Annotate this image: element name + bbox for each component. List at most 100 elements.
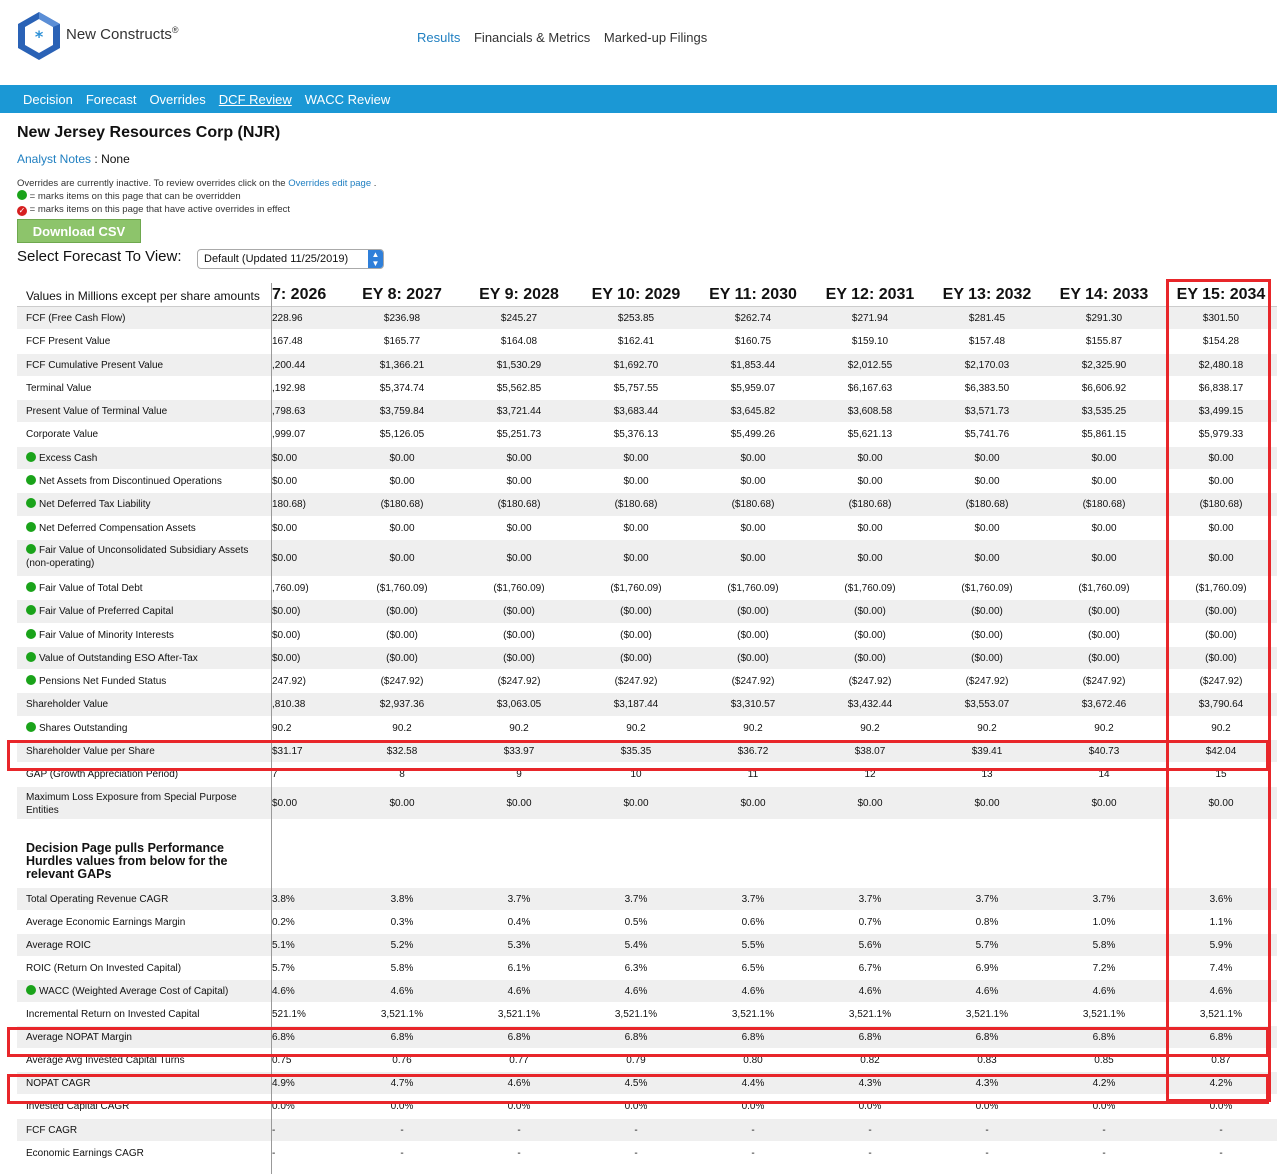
row-label: Net Assets from Discontinued Operations: [26, 475, 266, 488]
analyst-notes-value: None: [101, 152, 130, 166]
table-row: Corporate Value ,999.07 $5,126.05 $5,251.73…: [17, 423, 1277, 447]
cell-value: 0.5%: [624, 916, 648, 928]
table-row: FCF Present Value 167.48 $165.77 $164.08 $16…: [17, 330, 1277, 354]
tab-overrides[interactable]: Overrides: [149, 91, 206, 107]
highlight-ey15-column: [1166, 279, 1271, 1102]
override-dot-icon[interactable]: [26, 628, 36, 639]
cell-value: 6.7%: [858, 962, 882, 974]
table-row: Present Value of Terminal Value ,798.63 $3…: [17, 400, 1277, 424]
cell-value: $2,937.36: [379, 699, 425, 711]
cell-value: $3,535.25: [1081, 406, 1127, 418]
section-title: Decision Page pulls Performance Hurdles …: [26, 840, 228, 881]
overrides-edit-link[interactable]: Overrides edit page: [288, 178, 372, 189]
cell-value: 3,521.1%: [380, 1009, 424, 1021]
cell-value: ($1,760.09): [844, 582, 896, 594]
override-dot-icon[interactable]: [26, 651, 36, 662]
cell-value: $236.98: [383, 313, 421, 324]
cell-value: $164.08: [500, 336, 538, 348]
section-header: Decision Page pulls Performance Hurdles …: [17, 820, 1277, 888]
cell-value: 7: [272, 769, 278, 781]
cell-value: ($1,760.09): [727, 582, 779, 594]
cell-value: $0.00: [389, 452, 415, 464]
tab-forecast[interactable]: Forecast: [85, 91, 137, 107]
nav-marked-up-filings[interactable]: Marked-up Filings: [603, 30, 708, 45]
cell-value: 0.8%: [975, 916, 999, 928]
cell-value: $0.00: [1208, 552, 1234, 564]
table-row: Shareholder Value per Share $31.17 $32.58 $…: [17, 740, 1277, 764]
cell-value: $0.00): [272, 652, 301, 664]
cell-value: 0.82: [860, 1055, 880, 1067]
override-dot-icon[interactable]: [26, 475, 36, 486]
page-title: New Jersey Resources Corp (NJR): [17, 124, 281, 141]
row-label: FCF Cumulative Present Value: [26, 359, 164, 371]
cell-value: 90.2: [743, 722, 763, 734]
override-dot-icon[interactable]: [26, 521, 36, 532]
cell-value: 1.1%: [1209, 916, 1233, 928]
column-header: EY 8: 2027: [362, 286, 442, 303]
override-dot-icon[interactable]: [26, 581, 36, 592]
override-dot-icon[interactable]: [26, 543, 36, 554]
cell-value: $3,645.82: [730, 406, 776, 418]
nav-financials-metrics[interactable]: Financials & Metrics: [473, 30, 591, 45]
cell-value: 0.0%: [272, 1101, 295, 1113]
override-dot-icon[interactable]: [26, 498, 36, 509]
override-dot-icon[interactable]: [26, 985, 36, 996]
row-label: Net Deferred Compensation Assets: [26, 521, 266, 535]
row-label: WACC (Weighted Average Cost of Capital): [26, 985, 266, 998]
row-label: Net Deferred Tax Liability: [26, 498, 266, 511]
cell-value: ($247.92): [848, 676, 892, 688]
cell-value: 90.2: [392, 722, 412, 734]
table-row: Fair Value of Preferred Capital $0.00) ($0…: [17, 600, 1277, 624]
cell-value: 13: [981, 769, 993, 781]
cell-value: 0.0%: [390, 1101, 414, 1113]
download-csv-button[interactable]: Download CSV: [17, 219, 141, 243]
svg-text:*: *: [35, 27, 44, 46]
cell-value: 5.9%: [1209, 939, 1233, 951]
row-label: Fair Value of Preferred Capital: [26, 605, 266, 618]
cell-value: $3,790.64: [1198, 699, 1244, 711]
cell-value: $0.00: [1208, 476, 1234, 488]
cell-value: 0.2%: [272, 916, 295, 928]
row-label: Fair Value of Total Debt: [26, 581, 266, 595]
cell-value: -: [751, 1147, 755, 1159]
cell-value: ,810.38: [272, 699, 306, 711]
analyst-notes-link[interactable]: Analyst Notes: [17, 152, 92, 166]
cell-value: 4.6%: [624, 986, 648, 998]
cell-value: $3,683.44: [613, 406, 659, 418]
cell-value: -: [1102, 1124, 1106, 1136]
override-dot-icon[interactable]: [26, 451, 36, 462]
cell-value: $3,721.44: [496, 406, 542, 418]
tab-dcf-review[interactable]: DCF Review: [218, 91, 292, 107]
tab-wacc-review[interactable]: WACC Review: [304, 91, 391, 107]
override-dot-icon[interactable]: [26, 721, 36, 732]
cell-value: $35.35: [620, 746, 652, 758]
logo[interactable]: * New Constructs®: [16, 10, 179, 62]
cell-value: 6.8%: [1209, 1032, 1233, 1044]
cell-value: ($0.00): [854, 629, 886, 641]
override-dot-icon[interactable]: [26, 605, 36, 616]
cell-value: $6,838.17: [1198, 382, 1244, 394]
cell-value: 4.2%: [1209, 1078, 1233, 1090]
cell-value: ($1,760.09): [493, 582, 545, 594]
table-row: Economic Earnings CAGR - - - - - - - - -: [17, 1142, 1277, 1165]
cell-value: ($0.00): [737, 629, 769, 641]
cell-value: ($0.00): [971, 629, 1003, 641]
tab-decision[interactable]: Decision: [23, 91, 73, 107]
cell-value: $159.10: [851, 336, 889, 348]
cell-value: $3,553.07: [964, 699, 1010, 711]
column-header: EY 9: 2028: [479, 286, 559, 303]
cell-value: $0.00: [272, 797, 298, 809]
cell-value: $0.00: [1091, 552, 1117, 564]
table-row: Value of Outstanding ESO After-Tax $0.00)…: [17, 646, 1277, 671]
cell-value: 5.5%: [741, 939, 765, 951]
override-dot-icon[interactable]: [26, 675, 36, 686]
forecast-select[interactable]: Default (Updated 11/25/2019) ▲ ▼: [197, 249, 384, 269]
nav-results[interactable]: Results: [417, 30, 461, 45]
table-row: Average Economic Earnings Margin 0.2% 0.3%…: [17, 911, 1277, 934]
cell-value: ($180.68): [848, 499, 892, 511]
cell-value: $0.00: [1208, 797, 1234, 809]
cell-value: ($0.00): [386, 629, 418, 641]
row-label: Invested Capital CAGR: [26, 1101, 130, 1113]
cell-value: ($180.68): [965, 499, 1009, 511]
cell-value: 0.87: [1211, 1055, 1231, 1067]
